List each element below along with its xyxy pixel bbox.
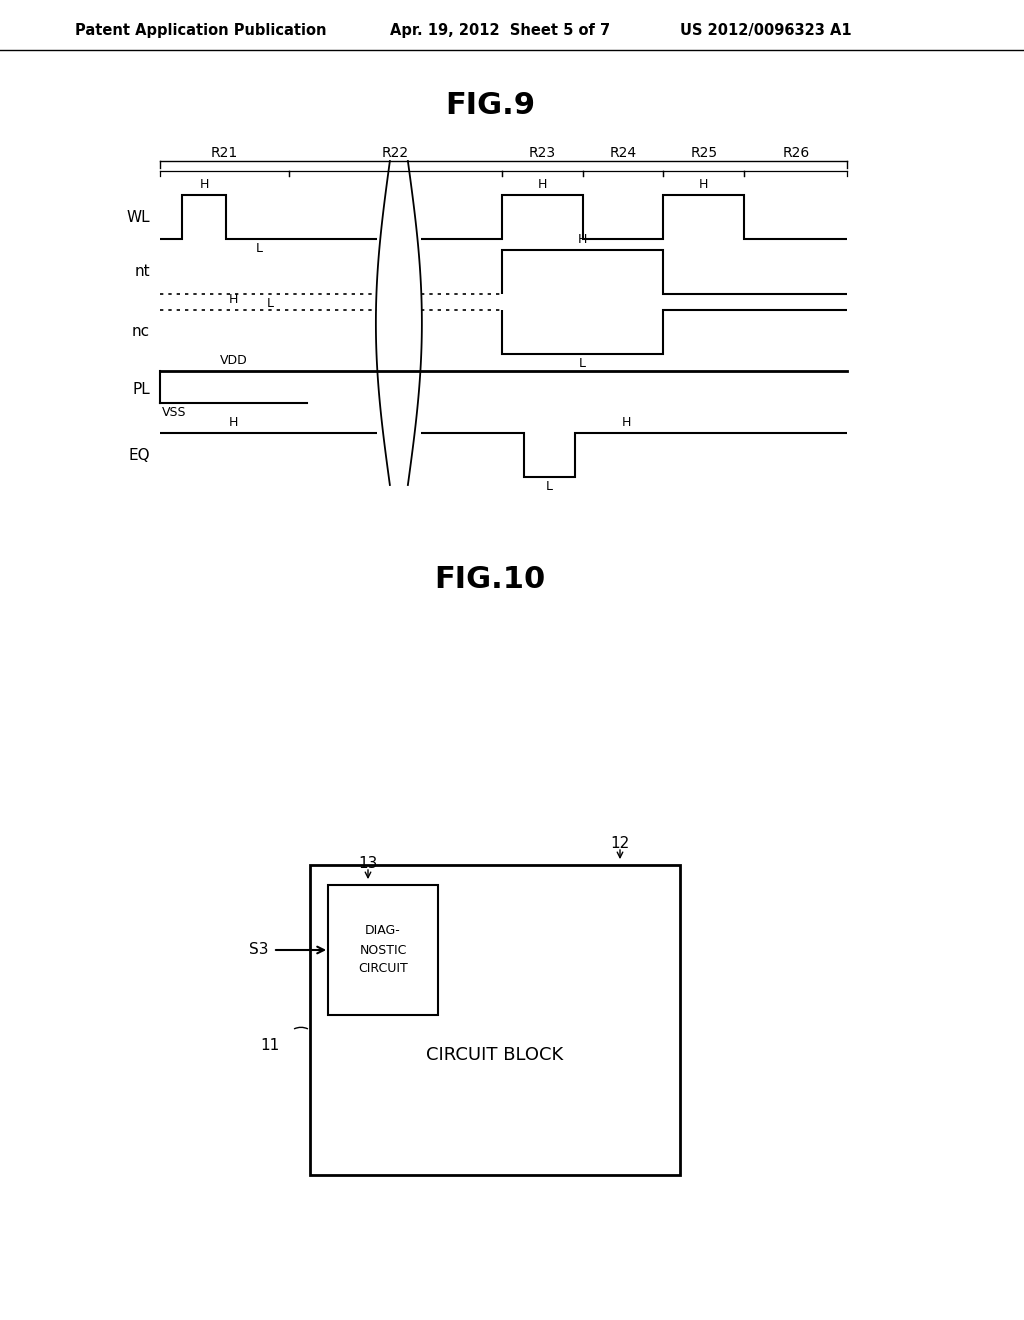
Text: VDD: VDD	[219, 354, 248, 367]
Text: R23: R23	[528, 147, 556, 160]
Text: L: L	[580, 356, 586, 370]
Text: Patent Application Publication: Patent Application Publication	[75, 22, 327, 37]
Text: CIRCUIT BLOCK: CIRCUIT BLOCK	[426, 1045, 563, 1064]
Text: WL: WL	[126, 210, 150, 224]
Text: R22: R22	[382, 147, 409, 160]
Text: EQ: EQ	[128, 447, 150, 462]
Text: FIG.9: FIG.9	[445, 91, 536, 120]
Text: S3: S3	[249, 942, 268, 957]
Bar	[310, 865, 680, 1175]
Text: R26: R26	[782, 147, 809, 160]
Text: H: H	[538, 178, 547, 191]
Text: H: H	[622, 416, 632, 429]
Text: PL: PL	[132, 383, 150, 397]
Text: L: L	[266, 297, 273, 310]
Bar	[328, 884, 438, 1015]
Text: nc: nc	[132, 325, 150, 339]
Text: VSS: VSS	[162, 407, 186, 418]
Text: L: L	[546, 480, 553, 492]
Text: H: H	[699, 178, 709, 191]
Text: Apr. 19, 2012  Sheet 5 of 7: Apr. 19, 2012 Sheet 5 of 7	[390, 22, 610, 37]
Text: H: H	[200, 178, 209, 191]
Text: FIG.10: FIG.10	[434, 565, 546, 594]
Text: DIAG-
NOSTIC
CIRCUIT: DIAG- NOSTIC CIRCUIT	[358, 924, 408, 975]
Text: H: H	[228, 416, 239, 429]
Text: R24: R24	[609, 147, 637, 160]
Text: L: L	[256, 242, 263, 255]
Text: 12: 12	[610, 836, 630, 850]
Text: 13: 13	[358, 855, 378, 870]
Text: nt: nt	[134, 264, 150, 280]
Text: R25: R25	[690, 147, 718, 160]
Text: 11: 11	[261, 1038, 280, 1052]
Text: US 2012/0096323 A1: US 2012/0096323 A1	[680, 22, 852, 37]
Text: H: H	[228, 293, 239, 306]
Text: R21: R21	[211, 147, 238, 160]
Text: H: H	[578, 234, 588, 246]
